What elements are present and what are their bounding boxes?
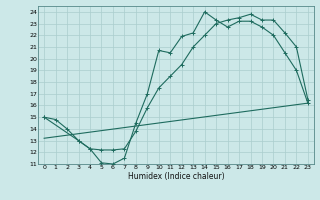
X-axis label: Humidex (Indice chaleur): Humidex (Indice chaleur) <box>128 172 224 181</box>
